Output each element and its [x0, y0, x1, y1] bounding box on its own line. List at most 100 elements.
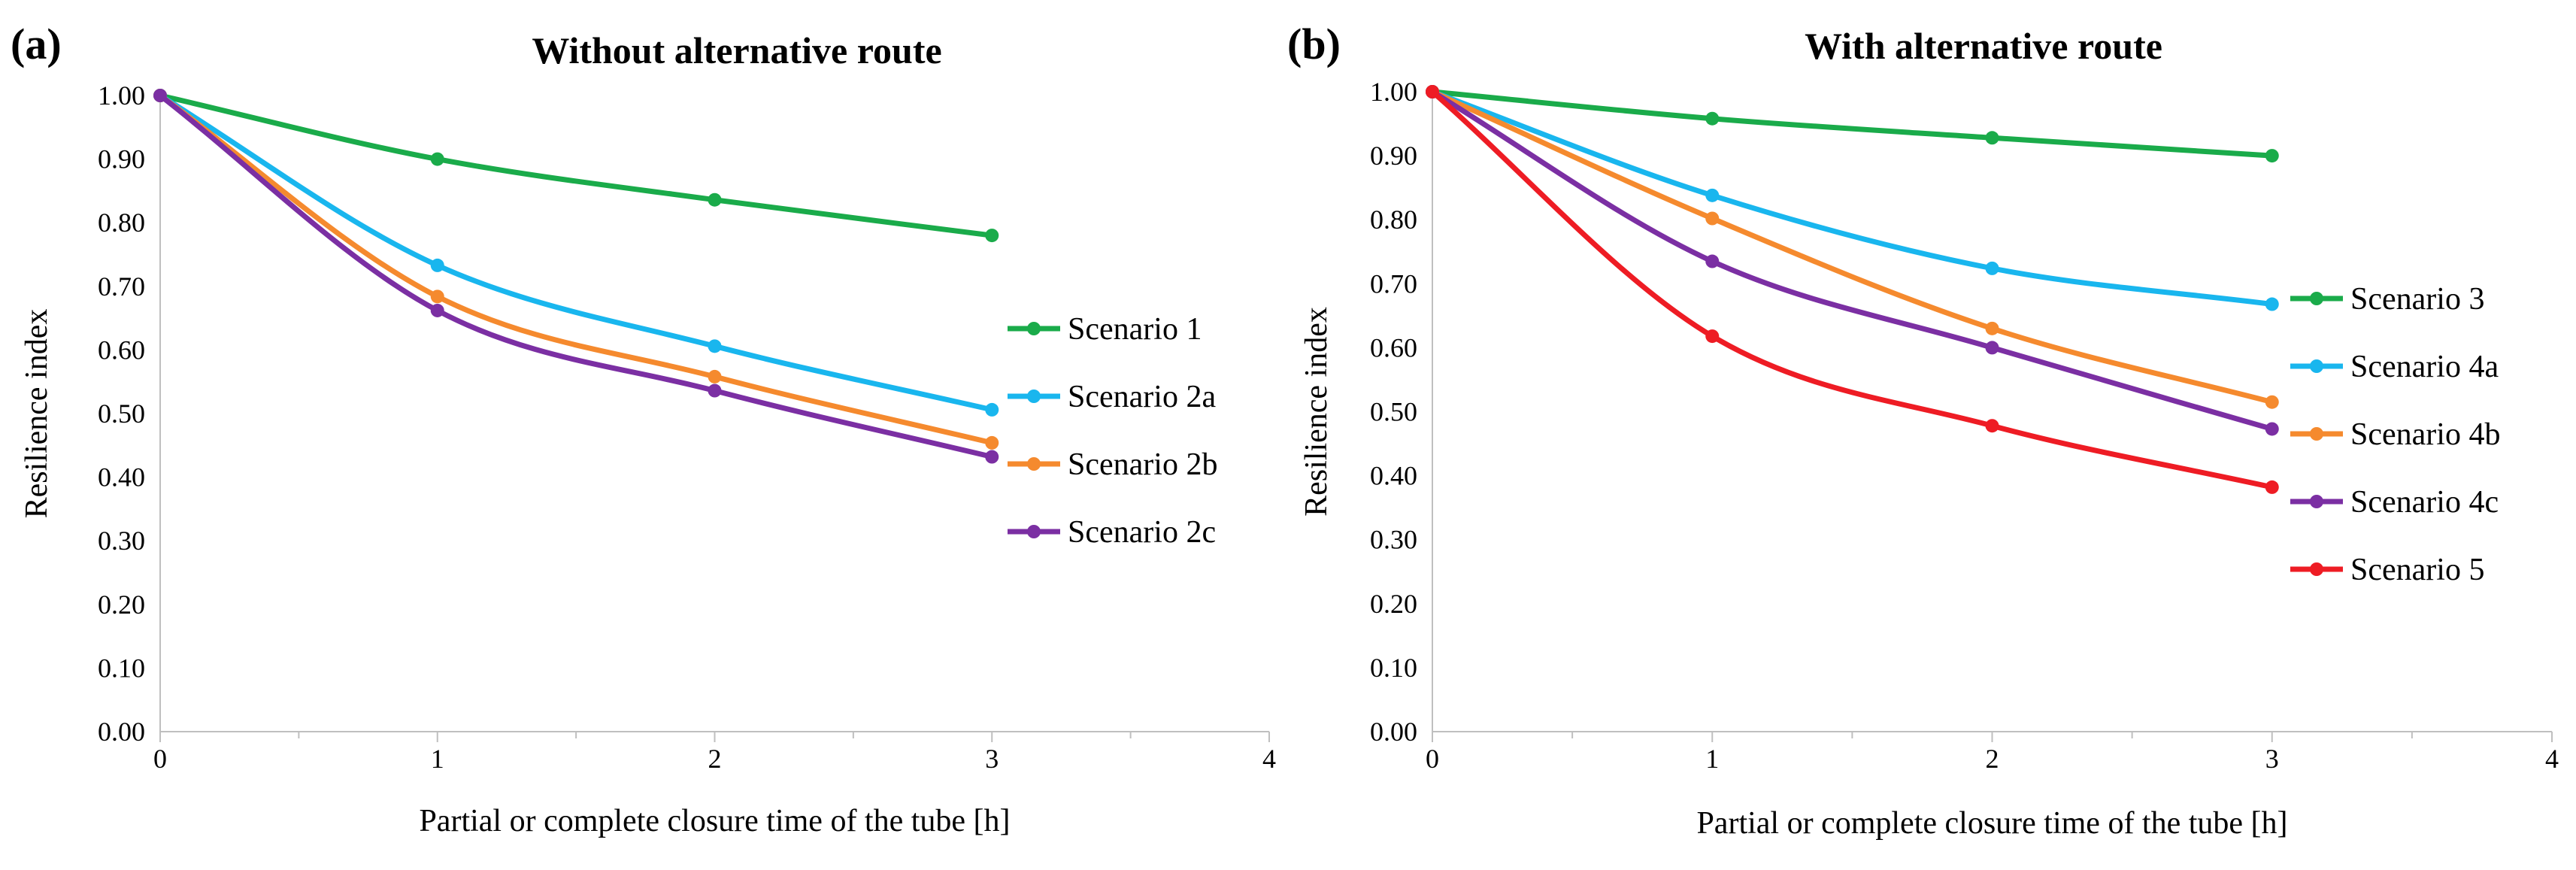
legend-marker	[2310, 292, 2323, 305]
legend-label: Scenario 3	[2350, 282, 2484, 317]
y-tick-label: 0.60	[1370, 332, 1417, 362]
x-tick-label: 2	[1986, 744, 1999, 774]
y-tick-label: 0.40	[98, 462, 145, 493]
chart-title: Without alternative route	[532, 29, 941, 71]
data-point	[985, 450, 999, 464]
data-point	[1985, 321, 1999, 335]
data-point	[430, 303, 444, 317]
y-tick-label: 0.30	[98, 526, 145, 556]
chart-panel-b: (b) With alternative route 0 1 2 3 4 0.00 0.10 0.…	[1287, 20, 2559, 841]
data-point	[1985, 261, 1999, 275]
x-tick-label: 3	[2265, 744, 2279, 774]
legend-marker	[1027, 457, 1041, 471]
y-tick-label: 0.20	[1370, 589, 1417, 619]
data-point	[708, 369, 722, 383]
legend-label: Scenario 2c	[1068, 515, 1216, 550]
y-tick-label: 0.00	[1370, 717, 1417, 747]
y-tick-label: 0.00	[98, 717, 145, 747]
y-tick-label: 1.00	[1370, 77, 1417, 107]
data-point	[2265, 297, 2279, 311]
y-tick-label: 0.10	[98, 653, 145, 683]
data-point	[2265, 480, 2279, 494]
series-line-scenario-2a	[157, 92, 995, 413]
y-tick-label: 1.00	[98, 80, 145, 111]
series-line-scenario-4c	[1429, 89, 2275, 432]
legend-label: Scenario 2a	[1068, 380, 1216, 414]
y-tick-label: 0.50	[1370, 397, 1417, 427]
panel-label: (b)	[1287, 20, 1341, 68]
series-line-scenario-2b	[157, 92, 995, 446]
x-tick-label: 4	[1262, 744, 1276, 774]
data-point	[708, 383, 722, 398]
legend-label: Scenario 2b	[1068, 447, 1217, 482]
legend-marker	[2310, 359, 2323, 373]
x-axis-label: Partial or complete closure time of the …	[419, 804, 1010, 838]
data-point	[430, 152, 444, 166]
legend: Scenario 3 Scenario 4a Scenario 4b Scenario…	[2290, 282, 2500, 587]
x-tick-label: 1	[1705, 744, 1719, 774]
data-point	[153, 89, 167, 102]
x-tick-label: 2	[708, 744, 722, 774]
y-tick-label: 0.70	[1370, 268, 1417, 299]
chart-panel-a: (a) Without alternative route 0 1 2 3 4 0.00 0.1…	[11, 20, 1276, 838]
series-line-scenario-3	[1429, 89, 2275, 159]
data-point	[1985, 341, 1999, 355]
y-tick-label: 0.80	[98, 208, 145, 238]
data-point	[1705, 111, 1720, 126]
y-axis-label: Resilience index	[1299, 307, 1334, 517]
y-tick-label: 0.40	[1370, 461, 1417, 491]
legend-label: Scenario 5	[2350, 553, 2484, 587]
legend-label: Scenario 4c	[2350, 485, 2499, 520]
data-point	[1705, 188, 1720, 202]
data-point	[985, 402, 999, 417]
series-line-scenario-4a	[1429, 89, 2275, 308]
x-axis-label: Partial or complete closure time of the …	[1696, 806, 2287, 841]
x-tick-label: 4	[2545, 744, 2559, 774]
x-tick-label: 0	[1426, 744, 1439, 774]
legend: Scenario 1 Scenario 2a Scenario 2b Scenario…	[1008, 312, 1217, 550]
legend-marker	[2310, 427, 2323, 441]
x-tick-label: 0	[153, 744, 167, 774]
data-point	[1985, 419, 1999, 433]
data-point	[2265, 395, 2279, 409]
y-tick-label: 0.20	[98, 590, 145, 620]
y-tick-label: 0.70	[98, 271, 145, 302]
chart-title: With alternative route	[1805, 25, 2162, 67]
legend-label: Scenario 1	[1068, 312, 1202, 347]
y-tick-label: 0.80	[1370, 205, 1417, 235]
legend-marker	[2310, 562, 2323, 576]
y-axis-label: Resilience index	[20, 309, 54, 519]
data-point	[1426, 85, 1439, 99]
y-tick-label: 0.10	[1370, 653, 1417, 683]
x-tick-label: 3	[985, 744, 999, 774]
data-point	[985, 229, 999, 243]
data-point	[1985, 131, 1999, 145]
data-point	[985, 435, 999, 450]
data-point	[708, 192, 722, 207]
y-tick-label: 0.90	[1370, 141, 1417, 171]
data-point	[430, 258, 444, 272]
data-point	[1705, 254, 1720, 268]
data-point	[1705, 211, 1720, 226]
series-line-scenario-2c	[157, 92, 995, 460]
data-point	[2265, 149, 2279, 163]
legend-marker	[2310, 495, 2323, 508]
legend-marker	[1027, 322, 1041, 335]
x-tick-label: 1	[431, 744, 444, 774]
y-tick-label: 0.30	[1370, 525, 1417, 555]
data-point	[2265, 422, 2279, 436]
legend-marker	[1027, 390, 1041, 403]
series-line-scenario-4b	[1429, 89, 2275, 405]
legend-label: Scenario 4b	[2350, 417, 2500, 452]
y-tick-label: 0.50	[98, 399, 145, 429]
data-point	[430, 289, 444, 304]
data-point	[708, 339, 722, 353]
y-tick-label: 0.60	[98, 335, 145, 365]
panel-label: (a)	[11, 20, 62, 68]
data-point	[1705, 329, 1720, 344]
series-line-scenario-1	[157, 92, 995, 238]
series-line-scenario-5	[1429, 89, 2275, 490]
y-tick-label: 0.90	[98, 144, 145, 174]
